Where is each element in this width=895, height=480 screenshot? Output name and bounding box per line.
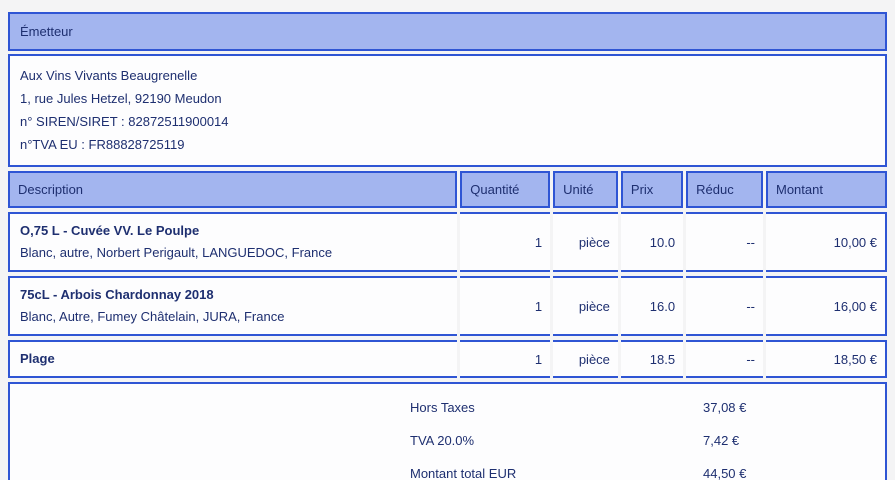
table-row: O,75 L - Cuvée VV. Le Poulpe Blanc, autr… xyxy=(8,212,887,272)
items-table-header: Description Quantité Unité Prix Réduc Mo… xyxy=(8,171,887,208)
quantity-cell: 1 xyxy=(460,276,551,336)
amount-cell: 16,00 € xyxy=(766,276,887,336)
quantity-cell: 1 xyxy=(460,340,551,378)
table-row: Plage 1 pièce 18.5 -- 18,50 € xyxy=(8,340,887,378)
price-cell: 10.0 xyxy=(620,212,684,272)
emitter-siren-siret: n° SIREN/SIRET : 82872511900014 xyxy=(20,114,229,129)
item-title: 75cL - Arbois Chardonnay 2018 xyxy=(20,287,214,302)
discount-cell: -- xyxy=(686,276,763,336)
description-cell: 75cL - Arbois Chardonnay 2018 Blanc, Aut… xyxy=(8,276,458,336)
totals-value: 37,08 € xyxy=(703,400,747,415)
totals-value: 7,42 € xyxy=(703,433,740,448)
totals-box: Hors Taxes 37,08 € TVA 20.0% 7,42 € Mont… xyxy=(8,382,887,480)
column-header-amount: Montant xyxy=(766,171,887,208)
amount-cell: 10,00 € xyxy=(766,212,887,272)
emitter-info-box: Aux Vins Vivants Beaugrenelle 1, rue Jul… xyxy=(8,54,887,167)
totals-label: TVA 20.0% xyxy=(410,433,475,448)
totals-value: 44,50 € xyxy=(703,466,747,480)
column-header-discount: Réduc xyxy=(686,171,763,208)
column-header-quantity: Quantité xyxy=(460,171,551,208)
item-subtitle: Blanc, Autre, Fumey Châtelain, JURA, Fra… xyxy=(20,309,285,324)
quantity-cell: 1 xyxy=(460,212,551,272)
emitter-address: 1, rue Jules Hetzel, 92190 Meudon xyxy=(20,91,222,106)
discount-cell: -- xyxy=(686,212,763,272)
emitter-header-bar: Émetteur xyxy=(8,12,887,51)
totals-row: Hors Taxes 37,08 € xyxy=(10,391,885,424)
item-title: O,75 L - Cuvée VV. Le Poulpe xyxy=(20,223,200,238)
totals-label: Montant total EUR xyxy=(410,466,517,480)
price-cell: 16.0 xyxy=(620,276,684,336)
column-header-unit: Unité xyxy=(553,171,618,208)
items-table-body: O,75 L - Cuvée VV. Le Poulpe Blanc, autr… xyxy=(8,212,887,378)
item-title: Plage xyxy=(20,351,55,366)
emitter-title: Émetteur xyxy=(20,24,73,39)
emitter-tva: n°TVA EU : FR88828725119 xyxy=(20,137,185,152)
totals-row: Montant total EUR 44,50 € xyxy=(10,457,885,480)
discount-cell: -- xyxy=(686,340,763,378)
price-cell: 18.5 xyxy=(620,340,684,378)
table-row: 75cL - Arbois Chardonnay 2018 Blanc, Aut… xyxy=(8,276,887,336)
emitter-name: Aux Vins Vivants Beaugrenelle xyxy=(20,68,198,83)
description-cell: Plage xyxy=(8,340,458,378)
item-subtitle: Blanc, autre, Norbert Perigault, LANGUED… xyxy=(20,245,333,260)
unit-cell: pièce xyxy=(553,276,618,336)
unit-cell: pièce xyxy=(553,212,618,272)
column-header-description: Description xyxy=(8,171,458,208)
amount-cell: 18,50 € xyxy=(766,340,887,378)
totals-label: Hors Taxes xyxy=(410,400,475,415)
header-row: Description Quantité Unité Prix Réduc Mo… xyxy=(8,171,887,208)
unit-cell: pièce xyxy=(553,340,618,378)
column-header-price: Prix xyxy=(620,171,684,208)
totals-row: TVA 20.0% 7,42 € xyxy=(10,424,885,457)
items-table: Description Quantité Unité Prix Réduc Mo… xyxy=(5,167,890,382)
description-cell: O,75 L - Cuvée VV. Le Poulpe Blanc, autr… xyxy=(8,212,458,272)
